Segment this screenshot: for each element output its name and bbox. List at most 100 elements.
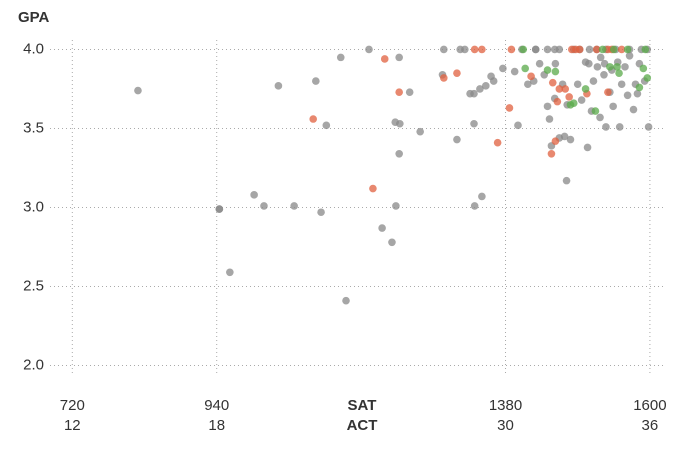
point (505, 104, 514, 112)
point (470, 45, 479, 54)
point (527, 72, 535, 81)
point (606, 63, 614, 71)
point (617, 45, 626, 54)
point (440, 74, 448, 82)
point (596, 53, 605, 62)
point (392, 202, 400, 210)
point (600, 70, 608, 79)
point (453, 135, 461, 144)
point (602, 123, 610, 131)
point (395, 53, 403, 62)
x2-tick-label: 36 (642, 417, 659, 434)
point (548, 78, 557, 87)
point (461, 45, 469, 54)
point (507, 45, 516, 54)
point (592, 45, 601, 54)
x-tick-label: 1380 (489, 397, 522, 414)
point (566, 135, 575, 144)
point (623, 91, 632, 100)
point (380, 55, 389, 63)
point (643, 74, 652, 82)
point (577, 96, 586, 104)
point (369, 184, 377, 193)
point (635, 83, 644, 92)
y-tick-label: 2.5 (23, 277, 44, 294)
point (470, 89, 478, 98)
x-tick-label: 720 (60, 397, 85, 414)
x-tick-label: 1600 (633, 397, 666, 414)
point (561, 85, 570, 93)
point (581, 85, 590, 93)
point (593, 63, 602, 71)
point (562, 176, 571, 185)
point (551, 59, 560, 68)
point (510, 67, 519, 76)
point (591, 107, 600, 115)
point (478, 192, 486, 201)
point (336, 53, 345, 62)
point (453, 69, 461, 77)
point (499, 64, 507, 73)
point (543, 66, 552, 74)
point (623, 45, 632, 54)
point (476, 85, 484, 93)
point (641, 45, 650, 54)
point (531, 45, 540, 54)
point (250, 191, 258, 199)
x2-tick-label: 18 (208, 417, 225, 434)
point (378, 224, 386, 232)
y-axis-label: GPA (18, 9, 50, 26)
point (493, 138, 502, 147)
point (482, 82, 490, 90)
y-tick-label: 4.0 (23, 40, 44, 57)
x-axis-label: SAT (348, 397, 377, 414)
point (633, 89, 642, 98)
point (312, 77, 320, 85)
x2-tick-label: 30 (497, 417, 514, 434)
point (613, 63, 621, 71)
point (553, 97, 562, 106)
point (596, 113, 604, 122)
point (521, 64, 529, 73)
point (519, 45, 528, 54)
point (396, 119, 404, 128)
point (478, 45, 486, 54)
point (615, 69, 623, 77)
point (589, 77, 598, 85)
point (604, 45, 612, 54)
point (215, 205, 224, 213)
point (551, 137, 560, 145)
point (274, 82, 283, 90)
point (639, 64, 648, 73)
point (551, 67, 560, 76)
point (388, 238, 396, 247)
point (629, 105, 638, 114)
point (524, 80, 532, 89)
x-tick-label: 940 (204, 397, 229, 414)
point (625, 52, 634, 60)
point (309, 115, 317, 123)
point (617, 80, 626, 89)
point (543, 102, 552, 111)
point (555, 45, 564, 54)
point (535, 59, 544, 68)
point (395, 88, 403, 96)
point (322, 121, 331, 130)
point (416, 127, 424, 136)
point (489, 77, 498, 85)
point (440, 45, 448, 54)
point (395, 149, 403, 158)
point (615, 123, 624, 131)
point (405, 88, 414, 96)
point (317, 208, 325, 217)
point (610, 45, 618, 54)
point (226, 268, 234, 277)
point (290, 202, 298, 210)
point (342, 296, 350, 305)
point (545, 115, 554, 123)
point (604, 88, 612, 96)
point (547, 149, 556, 158)
point (585, 45, 594, 54)
y-tick-label: 2.0 (23, 356, 44, 373)
